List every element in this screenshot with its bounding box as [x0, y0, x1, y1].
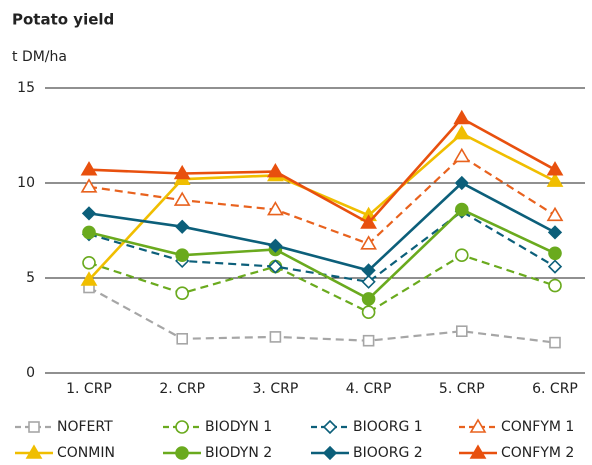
data-point — [453, 125, 471, 140]
data-point — [549, 336, 561, 349]
data-point — [268, 259, 283, 274]
legend-marker — [175, 446, 189, 460]
data-point — [453, 109, 471, 125]
y-tick-label: 5 — [26, 270, 35, 286]
data-point — [546, 206, 564, 222]
legend-label: BIOORG 1 — [353, 419, 423, 435]
data-point — [175, 248, 189, 262]
legend-label: CONFYM 1 — [501, 419, 574, 435]
legend-label: CONFYM 2 — [501, 445, 574, 461]
legend-marker — [25, 444, 43, 459]
series-line — [88, 286, 556, 344]
data-point — [80, 161, 98, 176]
legend-marker — [322, 445, 338, 461]
x-tick-label: 2. CRP — [159, 381, 205, 397]
series-line — [88, 132, 556, 281]
series-line — [88, 116, 556, 225]
x-tick-label: 6. CRP — [532, 381, 578, 397]
data-point — [361, 305, 376, 320]
data-point — [360, 235, 377, 250]
legend-label: BIODYN 1 — [205, 419, 272, 435]
legend-label: BIODYN 2 — [205, 445, 272, 461]
data-point — [546, 161, 564, 176]
data-point — [548, 246, 562, 261]
data-point — [82, 255, 96, 270]
legend-label: NOFERT — [57, 419, 113, 435]
x-tick-label: 4. CRP — [346, 381, 392, 397]
data-point — [454, 202, 469, 217]
x-tick-label: 3. CRP — [253, 381, 299, 397]
legend-label: CONMIN — [57, 445, 115, 461]
data-point — [361, 274, 376, 289]
chart-title: Potato yield — [12, 11, 114, 29]
data-point — [173, 191, 191, 206]
data-point — [269, 331, 282, 343]
data-point — [548, 278, 562, 293]
data-point — [454, 175, 469, 191]
data-point — [267, 163, 284, 178]
legend-marker — [175, 420, 189, 434]
x-tick-label: 1. CRP — [66, 381, 112, 397]
data-point — [361, 292, 376, 306]
data-point — [175, 286, 189, 301]
y-tick-label: 0 — [26, 365, 35, 381]
data-point — [455, 325, 468, 338]
data-point — [268, 238, 283, 253]
data-point — [175, 219, 190, 234]
series-line — [88, 210, 556, 283]
series-line — [88, 253, 556, 314]
data-point — [267, 201, 284, 216]
data-point — [547, 225, 563, 240]
data-point — [453, 147, 471, 163]
data-point — [361, 263, 376, 278]
data-point — [173, 164, 191, 180]
data-point — [362, 334, 375, 347]
data-point — [176, 332, 188, 345]
legend-label: BIOORG 2 — [353, 445, 423, 461]
legend-marker — [469, 418, 487, 433]
series-line — [88, 181, 556, 272]
data-point — [547, 259, 563, 274]
data-point — [360, 214, 377, 229]
legend-marker — [28, 421, 40, 433]
data-point — [454, 248, 469, 262]
data-point — [80, 178, 98, 193]
data-point — [81, 206, 97, 221]
legend-marker — [469, 444, 487, 459]
y-tick-label: 10 — [17, 175, 35, 191]
data-point — [82, 225, 96, 240]
series-line — [88, 155, 556, 246]
y-tick-label: 15 — [17, 80, 35, 96]
series-line — [88, 208, 556, 301]
y-axis-label: t DM/ha — [12, 49, 67, 65]
legend-marker — [322, 419, 338, 435]
data-point — [80, 271, 98, 286]
x-tick-label: 5. CRP — [439, 381, 485, 397]
data-point — [546, 172, 564, 187]
